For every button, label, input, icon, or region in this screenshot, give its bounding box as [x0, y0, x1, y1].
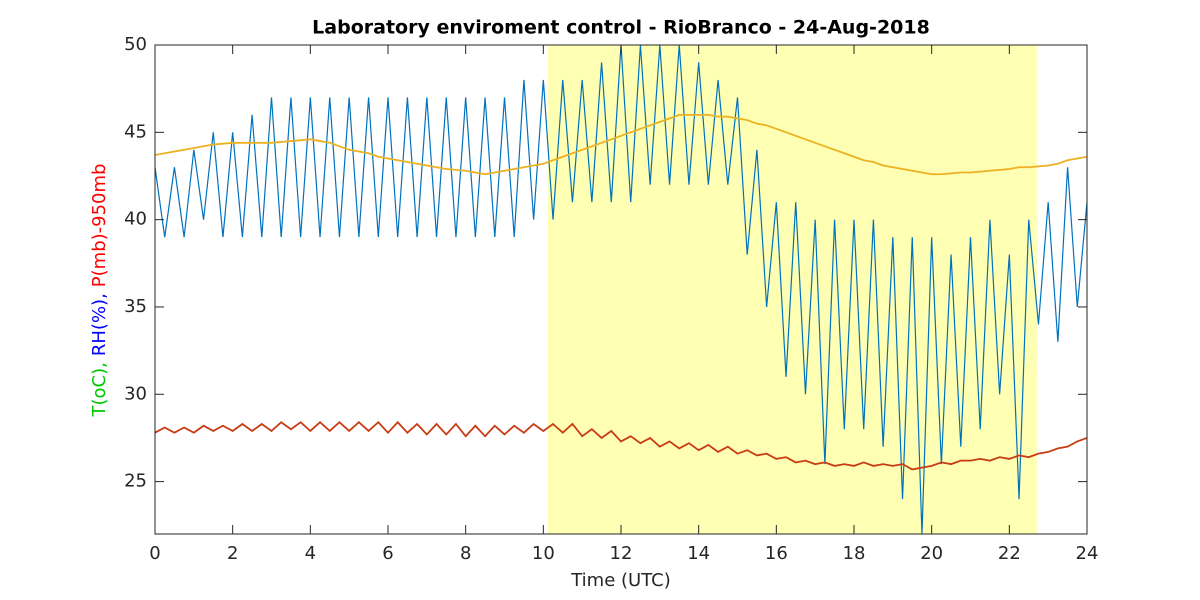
shaded-region: [547, 45, 1037, 534]
data-line: [154, 420, 1088, 471]
x-tick-label: 14: [687, 543, 710, 564]
data-line: [154, 113, 1088, 176]
x-tick-label: 24: [1076, 543, 1099, 564]
x-tick-label: 16: [765, 543, 788, 564]
x-axis-label: Time (UTC): [570, 570, 671, 591]
y-axis-label-part: T(oC),: [89, 362, 110, 417]
x-tick-label: 8: [460, 543, 471, 564]
x-tick-label: 18: [843, 543, 866, 564]
x-tick-label: 22: [998, 543, 1021, 564]
y-tick-label: 40: [124, 209, 147, 230]
y-axis-label-part: P(mb)-950mb: [89, 164, 110, 288]
x-tick-label: 20: [920, 543, 943, 564]
x-tick-label: 4: [305, 543, 316, 564]
x-tick-label: 6: [382, 543, 393, 564]
x-tick-label: 0: [149, 543, 160, 564]
x-tick-label: 12: [610, 543, 633, 564]
x-tick-label: 10: [532, 543, 555, 564]
y-tick-label: 30: [124, 383, 147, 404]
y-axis-label: T(oC), RH(%), P(mb)-950mb: [89, 164, 110, 418]
x-tick-label: 2: [227, 543, 238, 564]
chart-title: Laboratory enviroment control - RioBranc…: [312, 17, 930, 39]
y-tick-label: 50: [124, 34, 147, 55]
y-tick-label: 35: [124, 296, 147, 317]
y-tick-label: 45: [124, 121, 147, 142]
y-axis-label-part: RH(%),: [89, 293, 110, 356]
y-tick-label: 25: [124, 471, 147, 492]
